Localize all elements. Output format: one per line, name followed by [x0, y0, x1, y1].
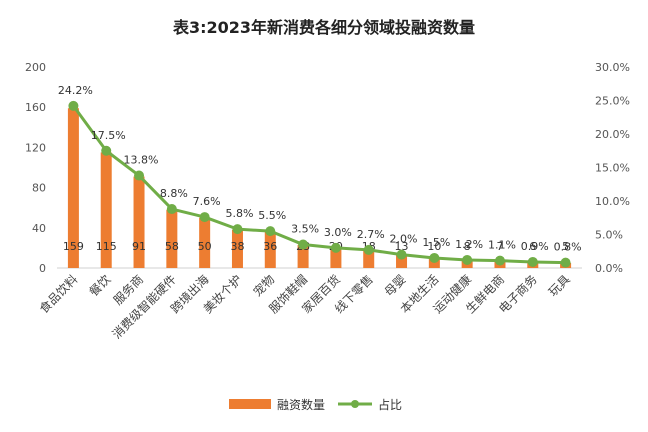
line-point: [166, 204, 177, 215]
category-label: 食品饮料: [36, 272, 81, 317]
line-point: [494, 255, 505, 266]
legend-line-marker: [351, 400, 359, 408]
left-axis-tick-label: 80: [32, 182, 46, 195]
bar-value-label: 159: [63, 240, 84, 253]
bar: [264, 231, 276, 268]
bar-value-label: 91: [132, 240, 146, 253]
line-point: [68, 100, 79, 111]
legend-line-label: 占比: [378, 397, 402, 412]
category-label: 餐饮: [86, 272, 114, 300]
category-label: 宠物: [250, 272, 278, 300]
right-axis-tick-label: 5.0%: [595, 229, 623, 242]
bar: [396, 254, 408, 268]
bar-value-label: 10: [427, 240, 441, 253]
line-point: [560, 257, 571, 268]
bar-value-label: 8: [464, 240, 471, 253]
right-axis-tick-label: 10.0%: [595, 195, 630, 208]
right-axis-tick-label: 20.0%: [595, 128, 630, 141]
line-point: [265, 226, 276, 237]
line-value-label: 1.5%: [422, 236, 450, 249]
bar-value-label: 58: [165, 240, 179, 253]
line-point: [298, 239, 309, 250]
left-axis-tick-label: 200: [25, 61, 46, 74]
bar-value-label: 5: [562, 240, 569, 253]
line-value-labels: 24.2% 17.5% 13.8% 8.8% 7.6% 5.8% 5.5% 3.5% 3.0% 2…: [58, 84, 582, 254]
bar: [428, 257, 440, 268]
legend: 融资数量 占比: [229, 397, 402, 412]
line-value-label: 5.5%: [258, 209, 286, 222]
bar: [199, 217, 211, 268]
line-path: [72, 104, 566, 265]
left-axis-tick-label: 160: [25, 101, 46, 114]
line-value-label: 1.1%: [488, 239, 516, 252]
line-point: [462, 254, 473, 265]
left-axis-tick-label: 120: [25, 141, 46, 154]
bar-value-label: 50: [198, 240, 212, 253]
chart-title: 表3:2023年新消费各细分领域投融资数量: [172, 18, 475, 37]
bar-value-label: 7: [496, 240, 503, 253]
line-point: [199, 212, 210, 223]
bar: [133, 176, 145, 268]
line-point: [330, 242, 341, 253]
category-label: 母婴: [382, 272, 409, 299]
line-value-label: 0.8%: [554, 241, 582, 254]
line-value-label: 3.5%: [291, 223, 319, 236]
line-value-label: 7.6%: [193, 195, 221, 208]
bar: [297, 244, 309, 268]
line-value-label: 2.7%: [357, 228, 385, 241]
right-axis-tick-label: 0.0%: [595, 262, 623, 275]
bar-value-label: 36: [263, 240, 277, 253]
line-value-label: 13.8%: [124, 154, 159, 167]
bar-value-label: 38: [230, 240, 244, 253]
bar-value-label: 13: [395, 240, 409, 253]
bar: [330, 247, 342, 268]
line-point: [429, 252, 440, 263]
line-point: [134, 170, 145, 181]
bar-value-label: 115: [96, 240, 117, 253]
bar: [166, 209, 178, 268]
line-point: [363, 244, 374, 255]
line-point: [232, 224, 243, 235]
line-value-label: 5.8%: [225, 207, 253, 220]
right-axis-tick-label: 25.0%: [595, 95, 630, 108]
line-value-label: 3.0%: [324, 226, 352, 239]
legend-bar-swatch: [229, 399, 271, 409]
line-value-label: 0.9%: [521, 240, 549, 253]
line-point: [396, 249, 407, 260]
line-point: [527, 256, 538, 267]
line-point: [101, 145, 112, 156]
category-label: 玩具: [546, 272, 573, 299]
right-axis-tick-label: 30.0%: [595, 61, 630, 74]
bar: [363, 249, 375, 268]
left-axis-tick-label: 40: [32, 222, 46, 235]
line-value-label: 8.8%: [160, 187, 188, 200]
chart-axes: 0 40 80 120 160 200 0.0% 5.0% 10.0% 15.0% 20.0% 25.…: [25, 61, 630, 275]
bar: [231, 229, 243, 268]
bar-value-label: 6: [529, 240, 536, 253]
line-value-label: 1.2%: [455, 238, 483, 251]
line-value-label: 2.0%: [390, 233, 418, 246]
left-axis-tick-label: 0: [39, 262, 46, 275]
bar: [100, 152, 112, 268]
line-value-label: 24.2%: [58, 84, 93, 97]
line-series: [68, 100, 571, 268]
legend-bar-label: 融资数量: [277, 397, 325, 412]
right-axis-tick-label: 15.0%: [595, 162, 630, 175]
bar: [67, 108, 79, 268]
line-value-label: 17.5%: [91, 129, 126, 142]
